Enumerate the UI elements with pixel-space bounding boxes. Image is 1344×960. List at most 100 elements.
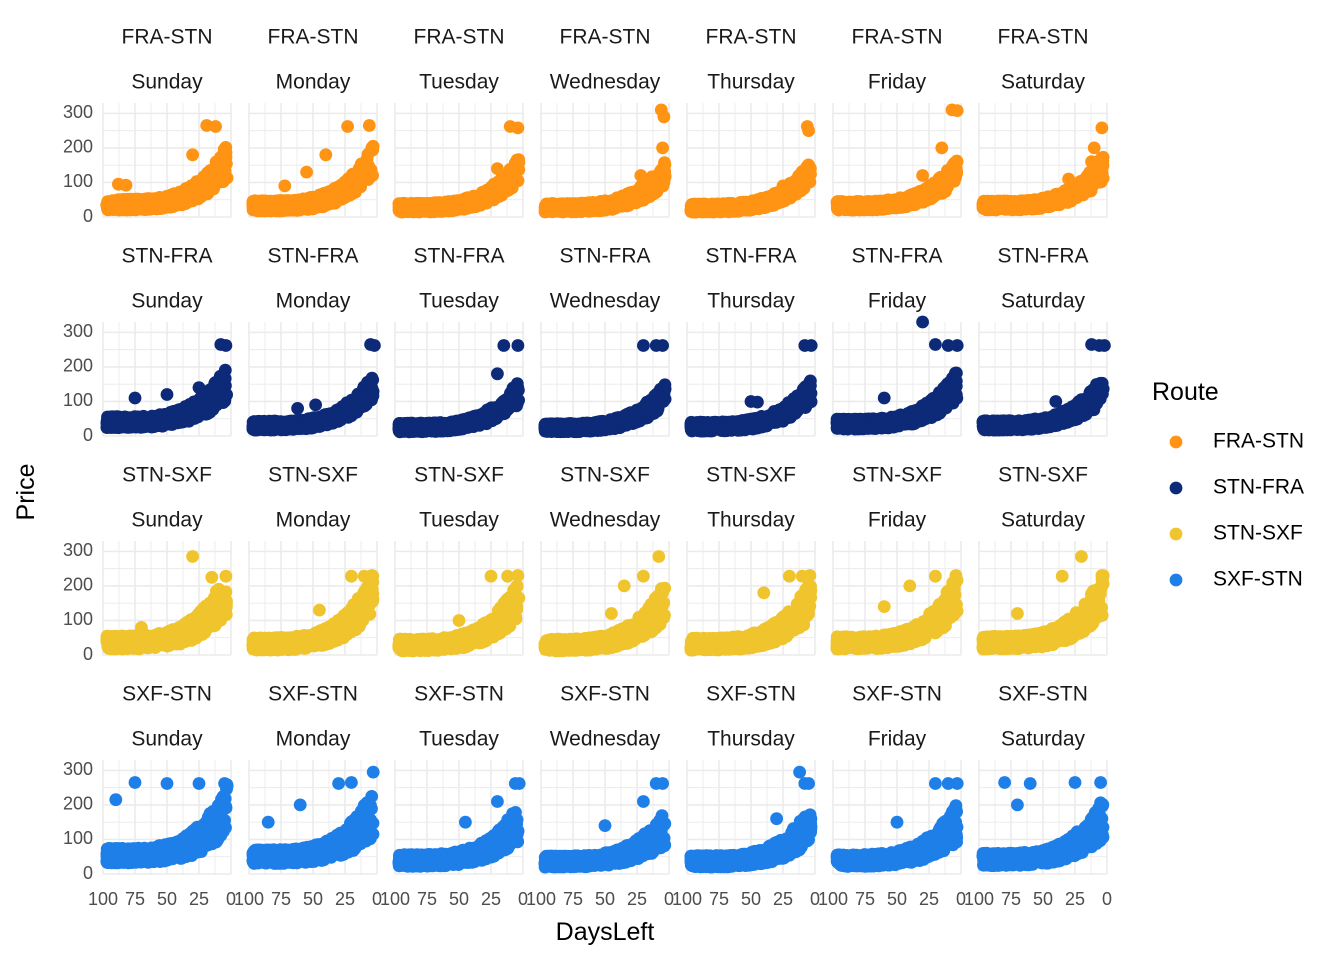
data-point xyxy=(273,194,287,208)
data-point xyxy=(1052,198,1066,211)
y-tick-label: 100 xyxy=(63,171,93,191)
facet-strip-route: FRA-STN xyxy=(560,26,651,49)
data-point xyxy=(416,204,430,218)
data-point xyxy=(119,178,133,192)
data-point xyxy=(997,198,1011,212)
data-point xyxy=(852,199,866,213)
facet-strip-day: Sunday xyxy=(131,71,203,94)
data-point xyxy=(1013,196,1027,210)
facet-strip-day: Wednesday xyxy=(550,71,661,94)
facet-panel-FRA-STN-Saturday: FRA-STN Saturday xyxy=(976,26,1110,218)
facet-strip-route: FRA-STN xyxy=(998,26,1089,49)
data-point xyxy=(802,124,815,137)
data-point xyxy=(1025,196,1039,210)
facet-strip-route: FRA-STN xyxy=(122,26,213,49)
data-point xyxy=(328,186,341,199)
data-point xyxy=(916,169,929,182)
data-point xyxy=(869,199,883,213)
data-point xyxy=(728,203,742,217)
data-point xyxy=(655,162,669,176)
data-point xyxy=(300,165,313,179)
facet-strip-route: FRA-STN xyxy=(852,26,943,49)
data-point xyxy=(278,179,292,193)
data-point xyxy=(102,201,115,214)
data-point xyxy=(950,104,964,117)
data-point xyxy=(606,197,619,211)
data-point xyxy=(403,197,417,211)
data-point xyxy=(1073,180,1086,193)
facet-strip-day: Sunday xyxy=(131,290,203,313)
data-point xyxy=(447,198,461,211)
data-point xyxy=(657,110,671,124)
data-point xyxy=(1062,188,1076,202)
facet-panel-FRA-STN-Friday: FRA-STN Friday xyxy=(830,26,964,218)
data-point xyxy=(589,197,603,211)
data-point xyxy=(796,170,809,184)
data-point xyxy=(981,202,995,215)
data-point xyxy=(641,183,655,196)
data-point xyxy=(511,121,525,135)
data-point xyxy=(319,148,333,162)
data-point xyxy=(465,194,478,208)
series-points-FRA-STN xyxy=(100,119,234,217)
facet-panel-FRA-STN-Monday: FRA-STN Monday xyxy=(246,26,380,218)
data-point xyxy=(509,164,522,178)
data-point xyxy=(547,200,561,214)
data-point xyxy=(739,202,753,216)
data-point xyxy=(802,158,815,172)
data-point xyxy=(341,120,354,133)
facet-strip-day: Monday xyxy=(276,71,351,94)
data-point xyxy=(154,199,168,213)
data-point xyxy=(364,163,378,177)
data-point xyxy=(309,196,322,210)
facet-strip-route: FRA-STN xyxy=(414,26,505,49)
data-point xyxy=(838,197,852,211)
facet-strip-route: STN-FRA xyxy=(122,245,213,268)
data-point xyxy=(194,183,208,197)
facet-panels: FRA-STNSunday0100200300FRA-STNMondayFRA-… xyxy=(63,26,1112,909)
data-point xyxy=(941,164,954,177)
data-point xyxy=(715,199,728,212)
data-point xyxy=(776,179,790,193)
y-tick-label: 300 xyxy=(63,102,93,122)
data-point xyxy=(655,177,669,191)
data-point xyxy=(1093,175,1106,189)
data-point xyxy=(935,141,949,155)
data-point xyxy=(770,192,783,206)
facet-strip-day: Friday xyxy=(868,71,927,94)
data-point xyxy=(186,148,200,162)
data-point xyxy=(366,143,380,157)
data-point xyxy=(209,120,223,133)
facet-panel-FRA-STN-Sunday: FRA-STN Sunday 0 100 200 300 xyxy=(63,26,234,226)
data-point xyxy=(1085,155,1098,169)
y-tick-label: 0 xyxy=(83,206,93,226)
data-point xyxy=(906,194,919,207)
data-point xyxy=(490,177,503,191)
data-point xyxy=(203,164,217,178)
data-point xyxy=(349,185,362,199)
data-point xyxy=(656,141,669,155)
data-point xyxy=(261,195,275,208)
facet-strip-day: Saturday xyxy=(1001,71,1086,94)
facet-strip-day: Thursday xyxy=(707,71,795,94)
facet-panel-FRA-STN-Wednesday: FRA-STN Wednesday xyxy=(538,26,672,219)
facet-strip-route: FRA-STN xyxy=(268,26,359,49)
data-point xyxy=(1087,141,1101,155)
data-point xyxy=(120,201,133,215)
data-point xyxy=(350,169,364,183)
data-point xyxy=(797,181,811,195)
data-point xyxy=(297,202,311,216)
data-point xyxy=(485,189,499,203)
data-point xyxy=(1062,172,1075,186)
data-point xyxy=(565,198,578,212)
data-point xyxy=(941,177,954,191)
data-point xyxy=(216,166,230,179)
y-tick-label: 200 xyxy=(63,137,93,157)
facet-strip-day: Tuesday xyxy=(419,71,499,94)
data-point xyxy=(141,195,155,209)
data-point xyxy=(692,201,706,214)
data-point xyxy=(1095,121,1109,135)
